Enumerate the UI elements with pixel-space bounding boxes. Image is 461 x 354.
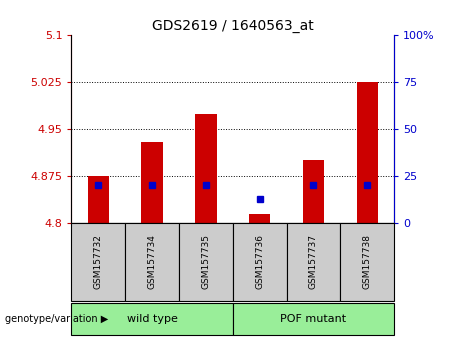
Bar bbox=[340, 223, 394, 301]
Bar bbox=[249, 213, 271, 223]
Bar bbox=[71, 303, 233, 335]
Title: GDS2619 / 1640563_at: GDS2619 / 1640563_at bbox=[152, 19, 313, 33]
Text: GSM157738: GSM157738 bbox=[363, 234, 372, 290]
Bar bbox=[142, 142, 163, 223]
Bar bbox=[356, 82, 378, 223]
Bar bbox=[195, 114, 217, 223]
Bar bbox=[233, 303, 394, 335]
Text: POF mutant: POF mutant bbox=[280, 314, 347, 324]
Bar bbox=[233, 223, 287, 301]
Text: wild type: wild type bbox=[127, 314, 177, 324]
Bar bbox=[287, 223, 340, 301]
Text: GSM157735: GSM157735 bbox=[201, 234, 210, 290]
Bar bbox=[303, 160, 324, 223]
Bar bbox=[88, 176, 109, 223]
Text: GSM157732: GSM157732 bbox=[94, 234, 103, 290]
Bar bbox=[179, 223, 233, 301]
Bar bbox=[125, 223, 179, 301]
Text: GSM157736: GSM157736 bbox=[255, 234, 264, 290]
Text: GSM157734: GSM157734 bbox=[148, 234, 157, 290]
Text: genotype/variation ▶: genotype/variation ▶ bbox=[5, 314, 108, 324]
Text: GSM157737: GSM157737 bbox=[309, 234, 318, 290]
Bar bbox=[71, 223, 125, 301]
